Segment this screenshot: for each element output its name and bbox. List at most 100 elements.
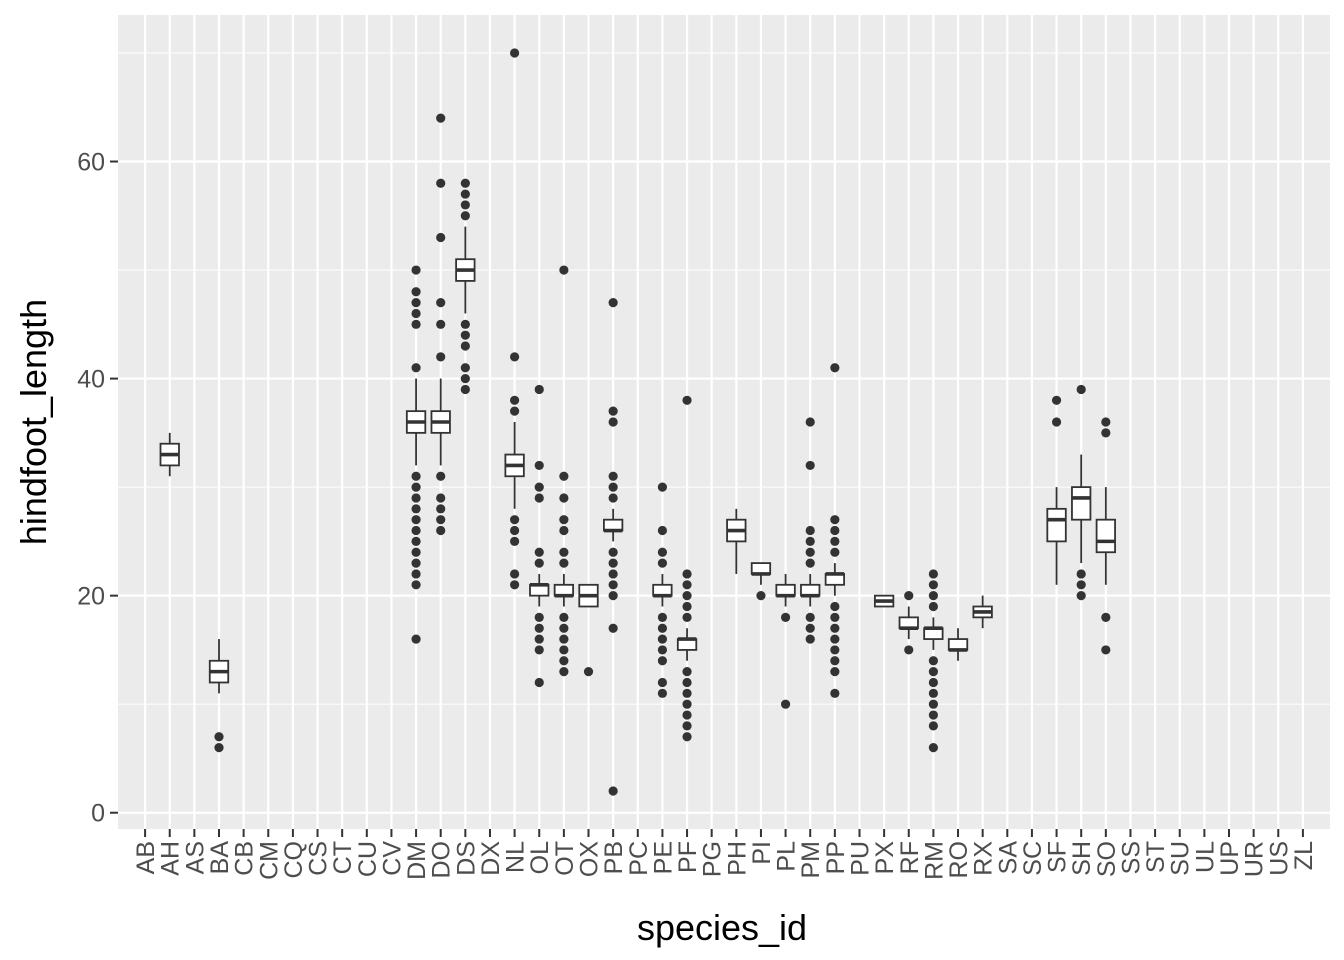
box-pm <box>800 417 821 644</box>
outlier-point <box>534 634 544 644</box>
x-tick-label-pl: PL <box>773 841 801 872</box>
outlier-point <box>805 525 815 536</box>
outlier-point <box>928 667 938 677</box>
outlier-point <box>436 515 446 525</box>
outlier-point <box>657 612 668 622</box>
box-pe <box>652 482 673 698</box>
outlier-point <box>411 569 421 579</box>
outlier-point <box>928 743 938 753</box>
x-tick-label-cu: CU <box>354 841 382 877</box>
box-do <box>430 113 451 536</box>
outlier-point <box>460 189 470 199</box>
outlier-point <box>928 580 938 590</box>
outlier-point <box>411 558 421 568</box>
x-tick-label-pc: PC <box>625 841 653 876</box>
box-nl <box>504 48 525 590</box>
outlier-point <box>559 558 569 568</box>
box-ol <box>529 384 550 688</box>
outlier-point <box>411 287 421 297</box>
outlier-point <box>411 634 421 644</box>
box-ds <box>455 178 476 395</box>
outlier-point <box>608 482 618 492</box>
outlier-point <box>534 612 544 622</box>
x-tick-label-ox: OX <box>576 841 604 877</box>
outlier-point <box>559 471 569 481</box>
outlier-point <box>682 677 692 688</box>
box-sf <box>1046 395 1067 585</box>
x-tick-label-cv: CV <box>378 841 406 876</box>
outlier-point <box>559 667 569 677</box>
box-rx <box>972 595 993 629</box>
outlier-point <box>608 786 618 796</box>
x-tick-label-dm: DM <box>403 841 431 880</box>
box-pp <box>824 363 845 698</box>
outlier-point <box>436 493 446 503</box>
outlier-point <box>411 265 421 275</box>
outlier-point <box>559 547 569 557</box>
outlier-point <box>928 677 938 688</box>
outlier-point <box>805 417 815 427</box>
x-tick-label-pm: PM <box>797 841 825 879</box>
outlier-point <box>682 395 692 405</box>
outlier-point <box>1076 569 1086 579</box>
outlier-point <box>830 612 840 622</box>
outlier-point <box>830 623 840 633</box>
outlier-point <box>780 699 791 709</box>
outlier-point <box>436 232 446 243</box>
outlier-point <box>608 406 618 416</box>
x-tick-label-cb: CB <box>231 841 259 876</box>
outlier-point <box>928 656 938 666</box>
outlier-point <box>510 395 520 405</box>
outlier-point <box>214 732 224 742</box>
outlier-point <box>830 525 840 536</box>
outlier-point <box>510 536 520 546</box>
outlier-point <box>682 591 692 601</box>
outlier-point <box>608 623 618 633</box>
outlier-point <box>608 471 618 481</box>
outlier-point <box>830 363 840 373</box>
outlier-point <box>608 558 618 568</box>
outlier-point <box>608 591 618 601</box>
outlier-point <box>559 515 569 525</box>
y-axis-title: hindfoot_length <box>13 299 54 545</box>
outlier-point <box>682 732 692 742</box>
outlier-point <box>411 504 421 514</box>
x-tick-label-sc: SC <box>1019 841 1047 876</box>
box-dm <box>405 265 427 644</box>
outlier-point <box>1051 395 1062 405</box>
outlier-point <box>436 471 446 481</box>
outlier-point <box>657 688 668 698</box>
x-tick-label-up: UP <box>1216 841 1244 876</box>
outlier-point <box>1101 645 1111 655</box>
minor-gridlines <box>118 52 1330 705</box>
outlier-point <box>436 319 446 329</box>
outlier-point <box>436 298 446 308</box>
outlier-point <box>657 558 668 568</box>
outlier-point <box>928 569 938 579</box>
outlier-point <box>534 645 544 655</box>
x-tick-label-pb: PB <box>600 841 628 874</box>
outlier-point <box>682 699 692 709</box>
outlier-point <box>411 547 421 557</box>
x-tick-label-pi: PI <box>748 841 776 865</box>
x-tick-label-ol: OL <box>526 841 554 874</box>
outlier-point <box>534 493 544 503</box>
x-tick-label-zl: ZL <box>1290 841 1318 870</box>
x-tick-label-nl: NL <box>502 841 530 873</box>
box-pf <box>676 395 698 742</box>
outlier-point <box>436 525 446 536</box>
x-tick-label-ds: DS <box>452 841 480 876</box>
outlier-point <box>534 547 544 557</box>
outlier-point <box>510 580 520 590</box>
outlier-point <box>657 645 668 655</box>
outlier-point <box>805 536 815 546</box>
x-tick-label-ct: CT <box>329 841 357 874</box>
outlier-point <box>411 536 421 546</box>
outlier-point <box>780 612 791 622</box>
box-ah <box>159 432 180 477</box>
outlier-point <box>214 743 224 753</box>
outlier-point <box>559 265 569 275</box>
outlier-point <box>805 460 815 471</box>
y-axis: 0 20 40 60 <box>77 149 118 828</box>
x-tick-label-ah: AH <box>157 841 185 876</box>
